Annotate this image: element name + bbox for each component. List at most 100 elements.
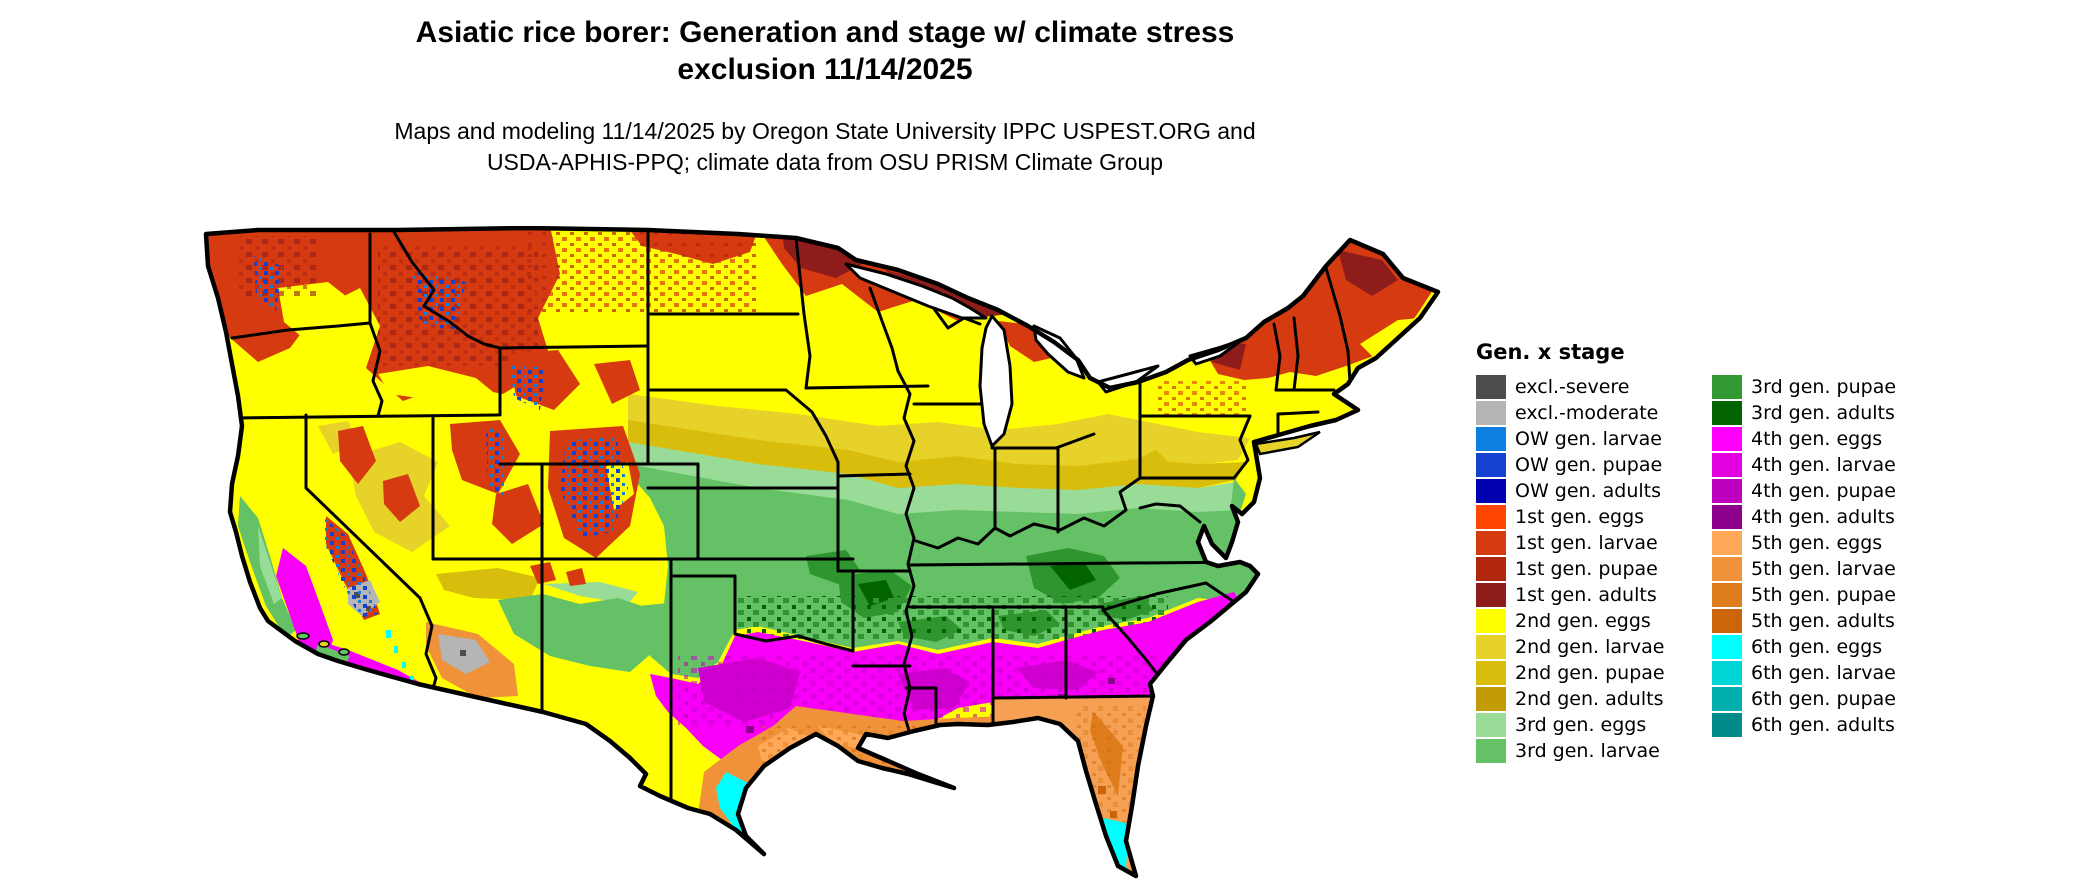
legend-label: 5th gen. pupae xyxy=(1751,584,1896,606)
us-outline xyxy=(203,225,1441,879)
legend-label: 4th gen. eggs xyxy=(1751,428,1883,450)
legend-label: 1st gen. adults xyxy=(1515,584,1657,606)
legend-item: 6th gen. larvae xyxy=(1712,660,1926,686)
legend-label: 3rd gen. eggs xyxy=(1515,714,1647,736)
legend-item: 1st gen. larvae xyxy=(1476,530,1690,556)
subtitle-line-2: USDA-APHIS-PPQ; climate data from OSU PR… xyxy=(486,149,1164,175)
legend-label: OW gen. pupae xyxy=(1515,454,1663,476)
legend-item: 5th gen. pupae xyxy=(1712,582,1926,608)
legend-title: Gen. x stage xyxy=(1476,340,1625,364)
legend-swatch xyxy=(1712,479,1742,503)
legend-swatch xyxy=(1476,531,1506,555)
legend-swatch xyxy=(1712,557,1742,581)
legend-label: 4th gen. larvae xyxy=(1751,454,1896,476)
channel-island xyxy=(338,648,350,656)
legend-swatch xyxy=(1712,531,1742,555)
legend-item: 4th gen. pupae xyxy=(1712,478,1926,504)
legend-swatch xyxy=(1476,479,1506,503)
legend-swatch xyxy=(1712,505,1742,529)
legend-col-2: 3rd gen. pupae 3rd gen. adults 4th gen. eg… xyxy=(1712,374,1926,764)
legend-item: OW gen. larvae xyxy=(1476,426,1690,452)
page-title: Asiatic rice borer: Generation and stage… xyxy=(200,14,1450,88)
legend-item: 5th gen. larvae xyxy=(1712,556,1926,582)
legend-label: 2nd gen. eggs xyxy=(1515,610,1651,632)
legend-item: 1st gen. adults xyxy=(1476,582,1690,608)
long-island xyxy=(1254,430,1321,456)
legend-swatch xyxy=(1476,453,1506,477)
legend-item: 3rd gen. pupae xyxy=(1712,374,1926,400)
legend-label: 2nd gen. adults xyxy=(1515,688,1664,710)
legend-item: 3rd gen. larvae xyxy=(1476,738,1690,764)
legend-item: 6th gen. adults xyxy=(1712,712,1926,738)
legend-label: 2nd gen. pupae xyxy=(1515,662,1665,684)
legend-swatch xyxy=(1712,635,1742,659)
legend-swatch xyxy=(1476,635,1506,659)
legend-label: 6th gen. pupae xyxy=(1751,688,1896,710)
west-mosaic xyxy=(206,228,758,700)
title-line-1: Asiatic rice borer: Generation and stage… xyxy=(415,16,1235,49)
legend-item: 1st gen. pupae xyxy=(1476,556,1690,582)
legend-columns: excl.-severe excl.-moderate OW gen. larvae… xyxy=(1476,374,1916,764)
legend-label: excl.-moderate xyxy=(1515,402,1659,424)
legend-item: 2nd gen. larvae xyxy=(1476,634,1690,660)
legend-item: 6th gen. eggs xyxy=(1712,634,1926,660)
islands xyxy=(296,430,1321,656)
legend-swatch xyxy=(1712,375,1742,399)
legend-label: 3rd gen. adults xyxy=(1751,402,1895,424)
legend: Gen. x stage excl.-severe excl.-moderate O… xyxy=(1476,340,1916,764)
legend-swatch xyxy=(1476,713,1506,737)
legend-label: 4th gen. pupae xyxy=(1751,480,1896,502)
legend-swatch xyxy=(1476,505,1506,529)
legend-item: 2nd gen. eggs xyxy=(1476,608,1690,634)
legend-label: excl.-severe xyxy=(1515,376,1630,398)
legend-label: 1st gen. pupae xyxy=(1515,558,1658,580)
legend-swatch xyxy=(1476,687,1506,711)
legend-label: 6th gen. larvae xyxy=(1751,662,1896,684)
legend-item: 3rd gen. eggs xyxy=(1476,712,1690,738)
state-borders xyxy=(228,230,1352,803)
channel-island xyxy=(318,640,330,648)
channel-island xyxy=(296,632,310,640)
lake-michigan xyxy=(978,314,1014,448)
legend-swatch xyxy=(1476,375,1506,399)
legend-item: 5th gen. adults xyxy=(1712,608,1926,634)
legend-swatch xyxy=(1476,557,1506,581)
page-subtitle: Maps and modeling 11/14/2025 by Oregon S… xyxy=(200,116,1450,178)
legend-swatch xyxy=(1712,687,1742,711)
legend-label: 1st gen. larvae xyxy=(1515,532,1658,554)
legend-item: 5th gen. eggs xyxy=(1712,530,1926,556)
legend-swatch xyxy=(1476,583,1506,607)
legend-swatch xyxy=(1476,609,1506,633)
legend-item: 4th gen. eggs xyxy=(1712,426,1926,452)
legend-swatch xyxy=(1476,401,1506,425)
legend-swatch xyxy=(1476,739,1506,763)
legend-label: 5th gen. larvae xyxy=(1751,558,1896,580)
band-6th-gen xyxy=(716,772,1136,876)
legend-label: 6th gen. eggs xyxy=(1751,636,1883,658)
legend-item: 6th gen. pupae xyxy=(1712,686,1926,712)
legend-item: OW gen. adults xyxy=(1476,478,1690,504)
legend-swatch xyxy=(1712,661,1742,685)
legend-label: 5th gen. eggs xyxy=(1751,532,1883,554)
legend-label: 2nd gen. larvae xyxy=(1515,636,1665,658)
us-map xyxy=(198,225,1448,888)
legend-col-1: excl.-severe excl.-moderate OW gen. larvae… xyxy=(1476,374,1690,764)
legend-swatch xyxy=(1712,609,1742,633)
legend-item: 2nd gen. adults xyxy=(1476,686,1690,712)
legend-label: OW gen. adults xyxy=(1515,480,1662,502)
us-map-svg xyxy=(203,225,1441,879)
legend-label: 3rd gen. pupae xyxy=(1751,376,1897,398)
legend-item: excl.-moderate xyxy=(1476,400,1690,426)
legend-item: OW gen. pupae xyxy=(1476,452,1690,478)
legend-item: 4th gen. adults xyxy=(1712,504,1926,530)
legend-label: 5th gen. adults xyxy=(1751,610,1895,632)
legend-label: 3rd gen. larvae xyxy=(1515,740,1660,762)
legend-swatch xyxy=(1476,427,1506,451)
legend-swatch xyxy=(1712,427,1742,451)
legend-swatch xyxy=(1476,661,1506,685)
legend-swatch xyxy=(1712,583,1742,607)
legend-swatch xyxy=(1712,453,1742,477)
lake-superior xyxy=(844,262,988,320)
legend-label: OW gen. larvae xyxy=(1515,428,1662,450)
